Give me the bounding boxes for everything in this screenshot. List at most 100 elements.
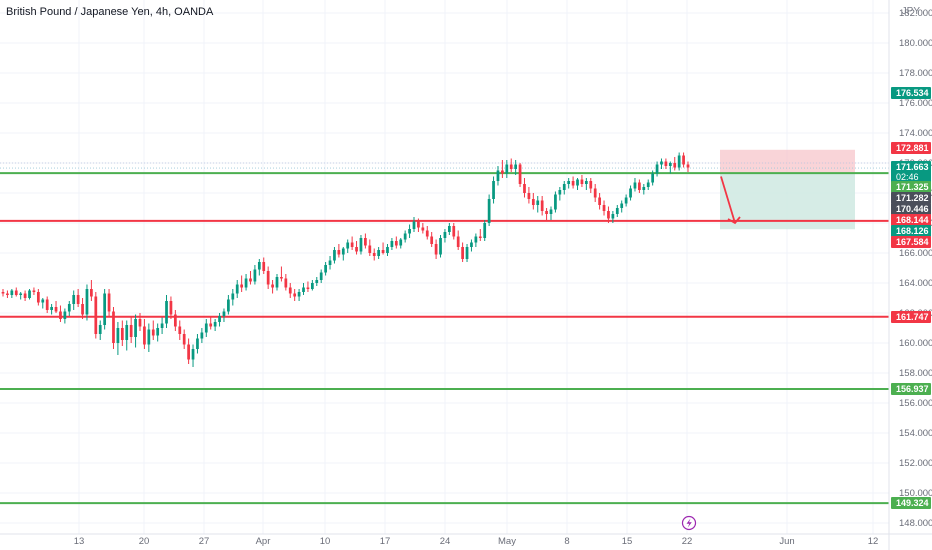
candle <box>240 275 244 292</box>
candle <box>501 160 504 178</box>
candle <box>341 247 345 261</box>
svg-text:168.144: 168.144 <box>896 215 929 225</box>
candle <box>19 292 23 300</box>
candle <box>280 266 283 282</box>
candle <box>492 176 495 204</box>
svg-text:171.282: 171.282 <box>896 193 929 203</box>
price-tag: 170.446 <box>891 203 931 215</box>
candle <box>138 313 142 331</box>
candle <box>478 229 482 241</box>
x-tick-label: 15 <box>622 536 633 547</box>
candle <box>178 320 182 340</box>
candle <box>620 200 624 213</box>
candle <box>315 277 319 286</box>
candle <box>465 244 469 262</box>
y-tick-label: 180.000 <box>899 38 932 49</box>
y-tick-label: 154.000 <box>899 428 932 439</box>
candle <box>646 179 650 190</box>
candle <box>346 239 350 253</box>
y-tick-label: 166.000 <box>899 248 932 259</box>
price-tag: 149.324 <box>891 497 931 509</box>
x-tick-label: 17 <box>380 536 391 547</box>
candle <box>204 319 208 337</box>
candle <box>531 193 535 210</box>
candle <box>125 320 129 351</box>
candle <box>90 280 93 301</box>
candle <box>76 289 80 307</box>
candle <box>364 233 367 249</box>
candle <box>235 280 239 298</box>
candle <box>32 287 36 295</box>
candle <box>571 176 575 189</box>
svg-text:176.534: 176.534 <box>896 88 929 98</box>
candle <box>6 290 9 298</box>
candle <box>98 320 102 340</box>
candle <box>14 287 18 297</box>
candle <box>487 194 491 226</box>
candle <box>430 232 434 247</box>
lightning-icon[interactable] <box>681 515 697 531</box>
y-tick-label: 174.000 <box>899 128 932 139</box>
candle <box>187 338 190 364</box>
candle <box>602 200 606 216</box>
candle <box>288 283 292 298</box>
candle <box>549 206 553 220</box>
candle <box>651 170 655 186</box>
candle <box>28 289 31 300</box>
candle <box>116 322 120 355</box>
x-tick-label: Apr <box>256 536 271 547</box>
candle <box>584 178 588 190</box>
price-tag: 161.747 <box>891 311 931 323</box>
candle <box>271 280 274 294</box>
price-tag: 168.144 <box>891 214 931 226</box>
arrow-head <box>727 216 741 225</box>
candle <box>36 289 40 306</box>
candle <box>655 161 659 177</box>
candle <box>611 211 615 223</box>
candle <box>227 295 230 315</box>
candle <box>253 265 257 285</box>
candle <box>536 196 540 213</box>
y-tick-label: 160.000 <box>899 338 932 349</box>
candle <box>200 328 204 343</box>
candle <box>10 289 14 298</box>
candle <box>107 289 111 316</box>
y-tick-label: 152.000 <box>899 458 932 469</box>
candle <box>293 289 297 301</box>
price-tag: 168.126 <box>891 225 931 237</box>
svg-text:171.663: 171.663 <box>896 162 929 172</box>
price-tags: 176.534 172.881 171.66302:46171.325171.282… <box>891 87 931 509</box>
candle <box>67 301 71 316</box>
candle <box>209 316 213 330</box>
svg-text:02:46: 02:46 <box>896 172 919 182</box>
candle <box>218 313 221 327</box>
candle <box>408 224 411 238</box>
candle <box>94 292 98 339</box>
candle <box>160 317 164 334</box>
candle <box>589 178 593 193</box>
candle <box>642 184 646 195</box>
candle <box>165 295 168 328</box>
candle <box>624 194 628 207</box>
candle <box>514 160 518 175</box>
chart-title: British Pound / Japanese Yen, 4h, OANDA <box>6 6 214 18</box>
candle <box>355 241 358 255</box>
candle <box>244 274 248 291</box>
candle <box>403 230 407 243</box>
candle <box>523 178 526 198</box>
price-tag: 167.584 <box>891 236 931 248</box>
candle <box>85 284 89 321</box>
horizontal-lines <box>0 172 889 505</box>
svg-text:171.325: 171.325 <box>896 182 929 192</box>
candle <box>562 181 566 195</box>
grid <box>0 0 889 534</box>
candle <box>182 329 186 349</box>
candle <box>41 298 45 309</box>
y-tick-label: 182.000 <box>899 8 932 19</box>
candle <box>297 289 301 301</box>
candle <box>310 280 314 291</box>
candle <box>45 296 49 313</box>
candle <box>377 247 381 259</box>
